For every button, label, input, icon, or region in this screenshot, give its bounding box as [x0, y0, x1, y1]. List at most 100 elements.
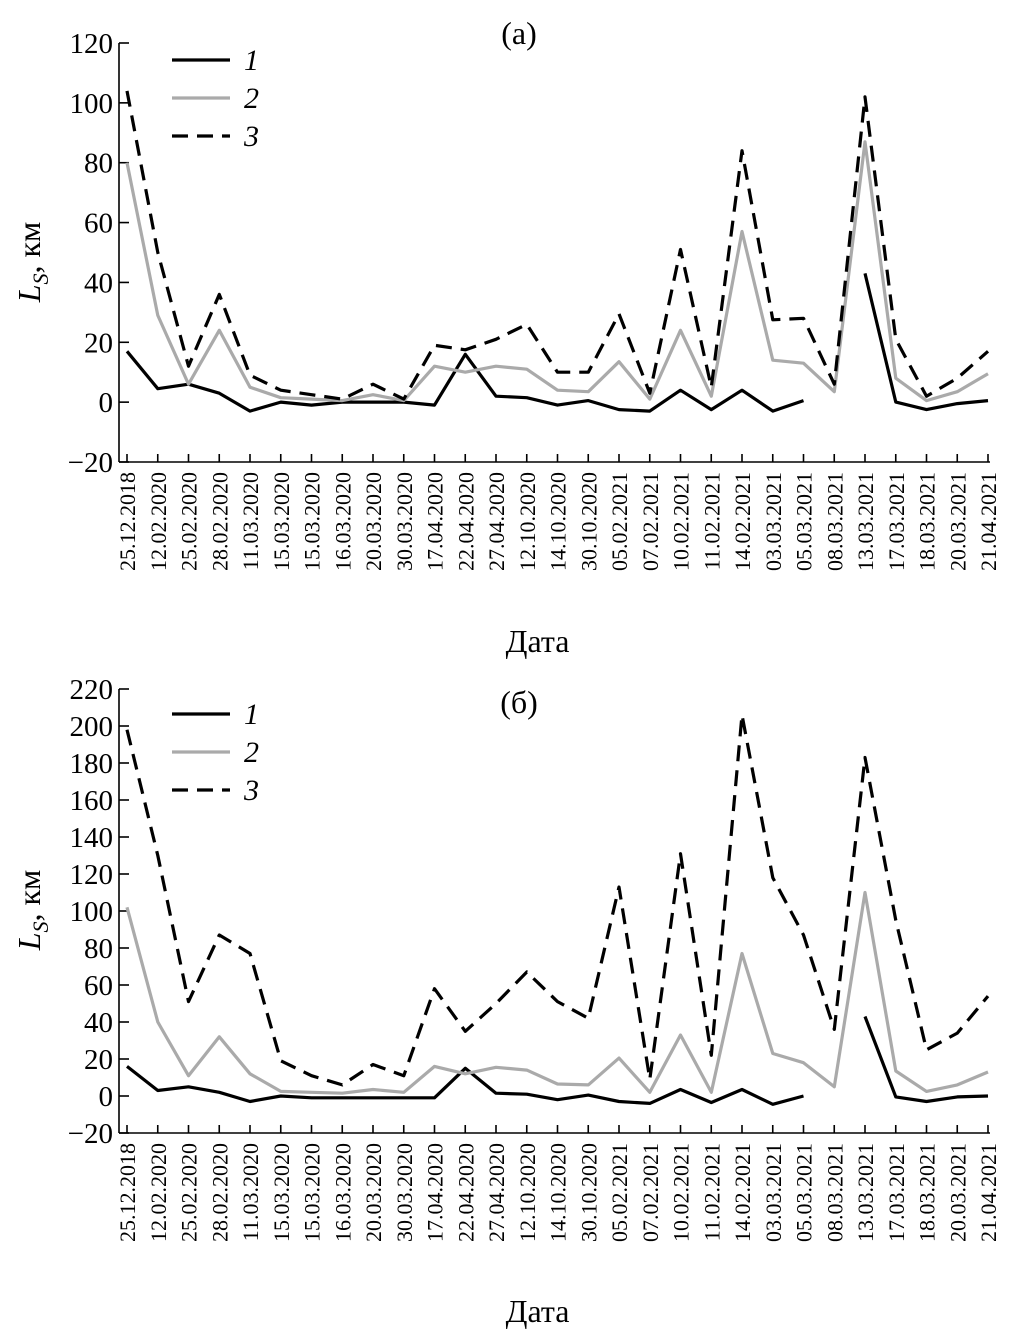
- x-axis-title: Дата: [506, 1293, 570, 1329]
- x-tick-label: 20.03.2021: [945, 1143, 970, 1242]
- x-tick-label: 28.02.2020: [207, 472, 232, 571]
- y-axis-title-main: L: [11, 933, 47, 952]
- y-tick-label: 120: [70, 859, 114, 891]
- legend-label-2: 2: [244, 82, 259, 115]
- x-tick-label: 14.02.2021: [730, 1143, 755, 1242]
- y-axis-title: LS, км: [11, 870, 53, 952]
- y-axis-title: LS, км: [11, 222, 53, 304]
- y-tick-label: −20: [68, 1118, 113, 1150]
- x-tick-label: 25.12.2018: [115, 1143, 140, 1242]
- x-tick-label: 20.03.2021: [945, 472, 970, 571]
- x-tick-label: 16.03.2020: [330, 1143, 355, 1242]
- y-tick-label: 80: [84, 148, 113, 180]
- x-tick-label: 25.12.2018: [115, 472, 140, 571]
- x-tick-label: 11.03.2020: [238, 1143, 263, 1241]
- y-tick-label: 160: [70, 785, 114, 817]
- y-tick-label: 200: [70, 711, 114, 743]
- x-tick-label: 12.10.2020: [515, 1143, 540, 1242]
- x-tick-label: 20.03.2020: [361, 1143, 386, 1242]
- x-tick-label: 07.02.2021: [638, 472, 663, 571]
- panel-title: (а): [501, 15, 537, 51]
- x-tick-label: 05.02.2021: [607, 1143, 632, 1242]
- x-tick-label: 14.10.2020: [546, 1143, 571, 1242]
- x-tick-label: 13.03.2021: [853, 1143, 878, 1242]
- series-line-2: [125, 890, 989, 1095]
- x-tick-label: 07.02.2021: [638, 1143, 663, 1242]
- x-tick-label: 08.03.2021: [822, 472, 847, 571]
- y-tick-label: −20: [68, 447, 113, 479]
- x-tick-label: 03.03.2021: [761, 1143, 786, 1242]
- x-tick-label: 18.03.2021: [915, 472, 940, 571]
- x-tick-label: 17.03.2021: [884, 1143, 909, 1242]
- x-tick-label: 11.02.2021: [699, 1143, 724, 1241]
- x-tick-label: 11.03.2020: [238, 472, 263, 570]
- x-tick-label: 15.03.2020: [300, 1143, 325, 1242]
- y-tick-label: 40: [84, 1007, 113, 1039]
- panel-2: −20 0 20 40 60 80 100 120 140 160 180 200 220 25.12.2…: [11, 674, 1001, 1329]
- x-tick-label: 27.04.2020: [484, 1143, 509, 1242]
- y-axis-title-sub: S: [28, 922, 53, 933]
- x-tick-label: 16.03.2020: [330, 472, 355, 571]
- x-tick-label: 13.03.2021: [853, 472, 878, 571]
- x-tick-label: 22.04.2020: [453, 472, 478, 571]
- x-tick-label: 22.04.2020: [453, 1143, 478, 1242]
- x-tick-label: 11.02.2021: [699, 472, 724, 570]
- x-tick-label: 30.10.2020: [576, 1143, 601, 1242]
- x-tick-label: 25.02.2020: [177, 1143, 202, 1242]
- x-tick-label: 15.03.2020: [269, 472, 294, 571]
- y-tick-label: 100: [70, 88, 114, 120]
- y-axis-title-main: L: [11, 285, 47, 304]
- y-tick-label: 60: [84, 208, 113, 240]
- y-tick-label: 0: [99, 1081, 114, 1113]
- legend-label-1: 1: [244, 698, 259, 731]
- y-tick-label: 140: [70, 822, 114, 854]
- x-tick-label: 10.02.2021: [669, 1143, 694, 1242]
- x-tick-label: 21.04.2021: [976, 1143, 1001, 1242]
- x-tick-label: 30.10.2020: [576, 472, 601, 571]
- x-tick-label: 12.10.2020: [515, 472, 540, 571]
- x-tick-label: 18.03.2021: [915, 1143, 940, 1242]
- y-tick-label: 80: [84, 933, 113, 965]
- x-tick-label: 27.04.2020: [484, 472, 509, 571]
- x-tick-label: 20.03.2020: [361, 472, 386, 571]
- x-tick-label: 17.04.2020: [423, 1143, 448, 1242]
- x-axis-title: Дата: [506, 623, 570, 659]
- x-tick-label: 12.02.2020: [146, 1143, 171, 1242]
- y-axis-title-unit: , км: [11, 222, 47, 274]
- y-tick-label: 60: [84, 970, 113, 1002]
- x-tick-label: 30.03.2020: [392, 1143, 417, 1242]
- x-tick-label: 25.02.2020: [177, 472, 202, 571]
- panel-title: (б): [500, 684, 538, 720]
- y-axis-title-unit: , км: [11, 870, 47, 922]
- series-line-3: [125, 90, 990, 401]
- x-tick-label: 28.02.2020: [207, 1143, 232, 1242]
- x-tick-label: 03.03.2021: [761, 472, 786, 571]
- x-tick-label: 15.03.2020: [300, 472, 325, 571]
- y-axis-title-sub: S: [28, 274, 53, 285]
- y-tick-label: 180: [70, 748, 114, 780]
- x-tick-label: 17.03.2021: [884, 472, 909, 571]
- x-tick-label: 12.02.2020: [146, 472, 171, 571]
- x-tick-label: 08.03.2021: [822, 1143, 847, 1242]
- x-tick-label: 15.03.2020: [269, 1143, 294, 1242]
- x-tick-label: 05.03.2021: [792, 472, 817, 571]
- x-tick-label: 14.02.2021: [730, 472, 755, 571]
- x-tick-label: 21.04.2021: [976, 472, 1001, 571]
- series-line-3: [125, 713, 990, 1087]
- legend-label-2: 2: [244, 736, 259, 769]
- legend-label-3: 3: [243, 774, 259, 807]
- y-tick-label: 100: [70, 896, 114, 928]
- panel-1: −20 0 20 40 60 80 100 120 25.12.2018 12.02.2020 25…: [11, 15, 1001, 659]
- y-tick-label: 20: [84, 1044, 113, 1076]
- x-tick-label: 10.02.2021: [669, 472, 694, 571]
- y-tick-label: 20: [84, 327, 113, 359]
- x-tick-label: 05.03.2021: [792, 1143, 817, 1242]
- x-tick-label: 05.02.2021: [607, 472, 632, 571]
- legend-label-3: 3: [243, 120, 259, 153]
- y-tick-label: 40: [84, 267, 113, 299]
- series-line-2: [125, 140, 989, 403]
- y-tick-label: 0: [99, 387, 114, 419]
- y-tick-label: 220: [70, 674, 114, 706]
- x-tick-label: 30.03.2020: [392, 472, 417, 571]
